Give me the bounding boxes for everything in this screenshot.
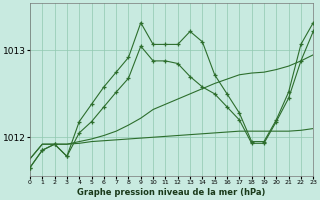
X-axis label: Graphe pression niveau de la mer (hPa): Graphe pression niveau de la mer (hPa): [77, 188, 266, 197]
